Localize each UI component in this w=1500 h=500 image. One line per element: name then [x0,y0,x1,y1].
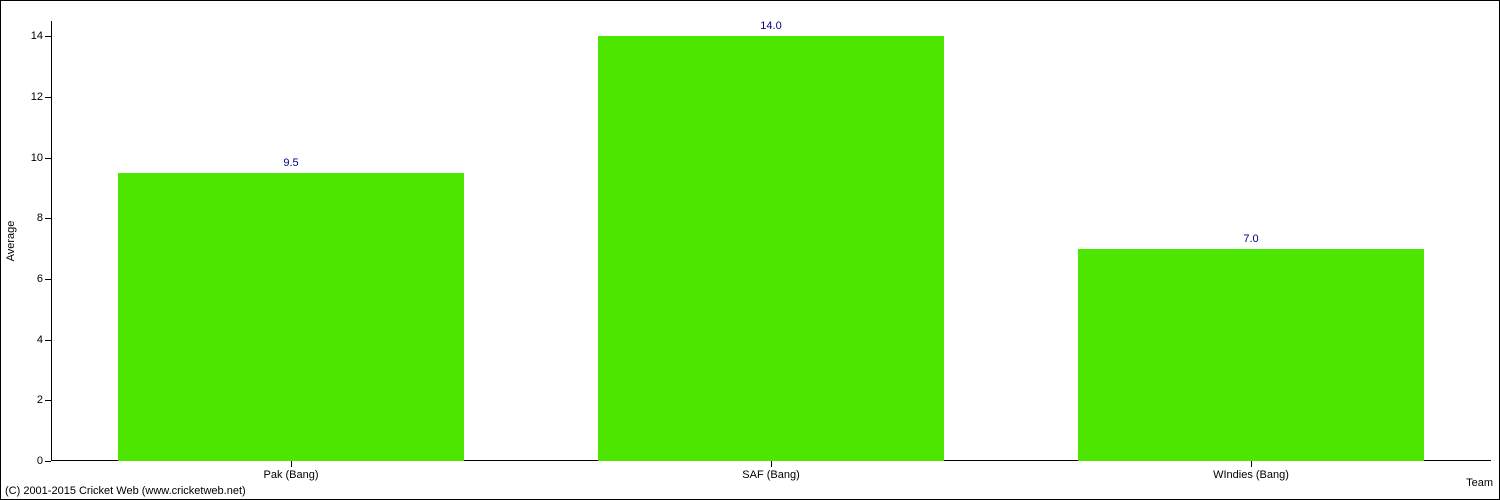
y-tick [45,97,51,98]
y-tick [45,279,51,280]
y-tick [45,340,51,341]
y-tick [45,461,51,462]
bar: 14.0 [598,36,944,461]
x-tick-label: SAF (Bang) [742,469,799,481]
bar: 7.0 [1078,249,1424,461]
y-tick-label: 6 [37,273,43,285]
y-tick [45,158,51,159]
x-axis-title: Team [1466,477,1493,489]
y-tick-label: 8 [37,212,43,224]
plot-area: 024681012149.5Pak (Bang)14.0SAF (Bang)7.… [51,21,1491,461]
y-tick [45,218,51,219]
bar-value-label: 7.0 [1243,233,1258,245]
chart-container: 0 2 4 6 8 10 12 14 9.5 Pak (Bang) 14.0 SAF (Bang) 7.… [0,0,1500,500]
x-tick-label: Pak (Bang) [263,469,318,481]
y-tick-label: 14 [31,30,43,42]
bar: 9.5 [118,173,464,461]
y-tick [45,400,51,401]
y-tick [45,36,51,37]
y-axis-line [51,21,52,461]
x-tick [771,461,772,467]
x-tick [291,461,292,467]
copyright-text: (C) 2001-2015 Cricket Web (www.cricketwe… [5,485,246,497]
x-tick-label: WIndies (Bang) [1213,469,1289,481]
y-tick-label: 10 [31,152,43,164]
x-tick [1251,461,1252,467]
y-tick-label: 2 [37,394,43,406]
y-axis-title: Average [5,221,17,262]
y-tick-label: 0 [37,455,43,467]
bar-value-label: 14.0 [760,20,781,32]
y-tick-label: 12 [31,91,43,103]
y-tick-label: 4 [37,334,43,346]
bar-value-label: 9.5 [283,157,298,169]
